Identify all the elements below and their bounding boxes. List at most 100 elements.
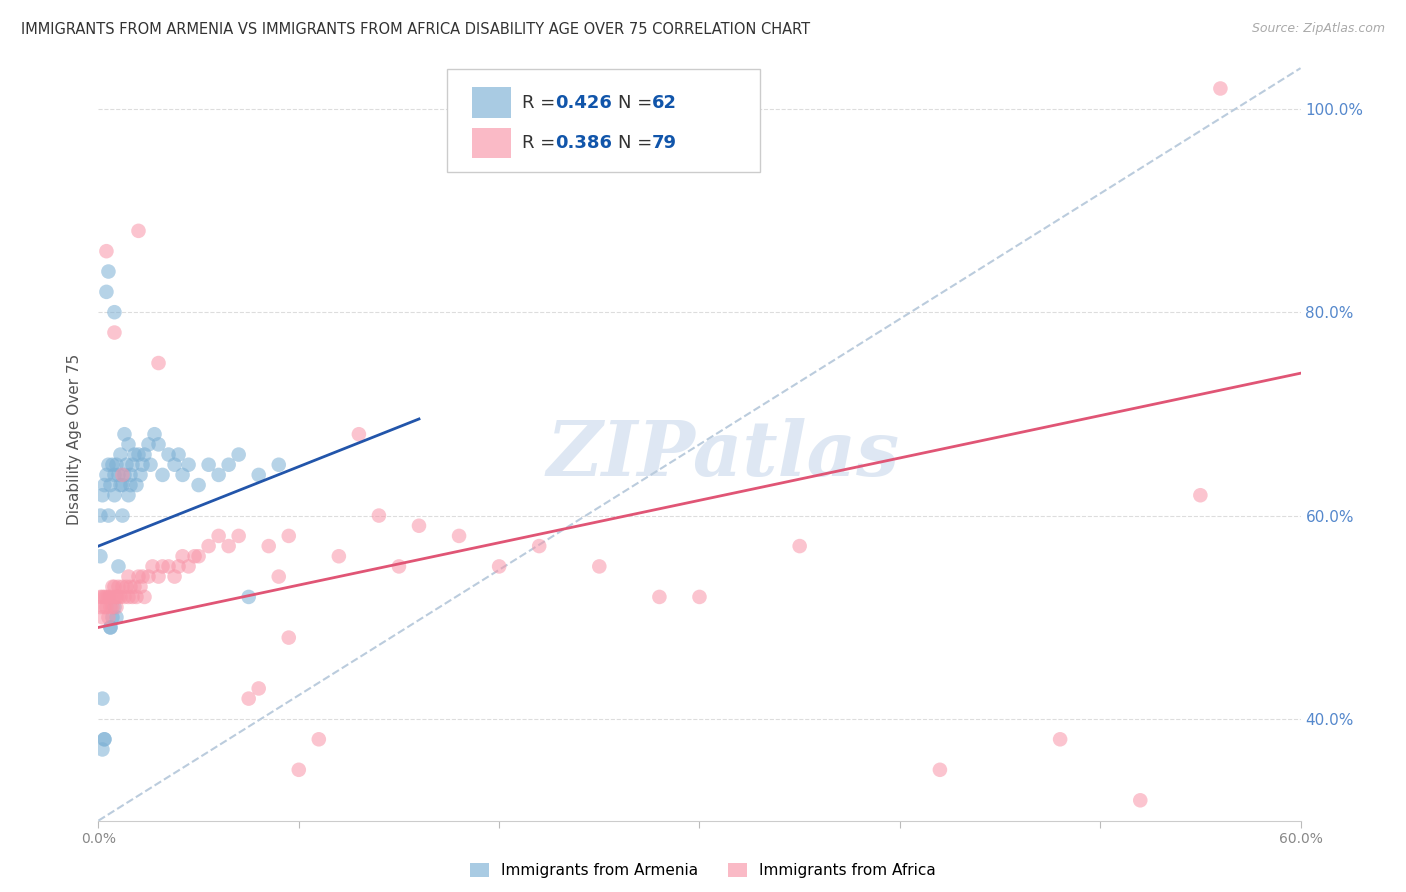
Point — [408, 518, 430, 533]
Point — [529, 539, 551, 553]
Point — [1189, 488, 1212, 502]
Point — [110, 448, 132, 462]
Point — [129, 580, 152, 594]
Point — [648, 590, 671, 604]
Point — [789, 539, 811, 553]
Point — [267, 569, 290, 583]
Point — [107, 580, 129, 594]
Point — [139, 458, 162, 472]
Point — [117, 437, 139, 451]
Point — [115, 458, 138, 472]
Point — [110, 478, 132, 492]
Point — [117, 488, 139, 502]
Point — [388, 559, 411, 574]
Point — [588, 559, 610, 574]
Point — [103, 305, 125, 319]
Point — [115, 580, 138, 594]
Point — [134, 590, 156, 604]
Point — [96, 244, 118, 259]
Point — [91, 610, 114, 624]
Legend: Immigrants from Armenia, Immigrants from Africa: Immigrants from Armenia, Immigrants from… — [464, 857, 942, 884]
Point — [1049, 732, 1071, 747]
Point — [187, 478, 209, 492]
Point — [228, 448, 250, 462]
Point — [141, 559, 163, 574]
Point — [208, 467, 231, 482]
Point — [447, 529, 470, 543]
Point — [101, 580, 124, 594]
Point — [93, 478, 115, 492]
Point — [328, 549, 350, 564]
Point — [1129, 793, 1152, 807]
Point — [197, 539, 219, 553]
Point — [96, 600, 118, 615]
Point — [110, 590, 132, 604]
Point — [238, 691, 260, 706]
Point — [488, 559, 510, 574]
FancyBboxPatch shape — [447, 70, 759, 172]
Point — [114, 427, 136, 442]
Point — [128, 224, 150, 238]
Point — [96, 467, 118, 482]
Text: 0.386: 0.386 — [555, 134, 612, 152]
Point — [157, 448, 180, 462]
Point — [91, 590, 114, 604]
Text: IMMIGRANTS FROM ARMENIA VS IMMIGRANTS FROM AFRICA DISABILITY AGE OVER 75 CORRELA: IMMIGRANTS FROM ARMENIA VS IMMIGRANTS FR… — [21, 22, 810, 37]
Point — [107, 590, 129, 604]
Point — [93, 600, 115, 615]
Point — [138, 569, 160, 583]
Point — [267, 458, 290, 472]
Point — [96, 590, 118, 604]
Point — [100, 600, 122, 615]
Point — [91, 691, 114, 706]
Point — [128, 569, 150, 583]
Point — [277, 631, 299, 645]
Text: 62: 62 — [651, 94, 676, 112]
Point — [929, 763, 952, 777]
Point — [117, 569, 139, 583]
Point — [152, 467, 174, 482]
Point — [124, 580, 146, 594]
Point — [172, 549, 194, 564]
Point — [121, 590, 143, 604]
Text: Source: ZipAtlas.com: Source: ZipAtlas.com — [1251, 22, 1385, 36]
Point — [125, 590, 148, 604]
Point — [177, 458, 200, 472]
Point — [134, 448, 156, 462]
Point — [100, 620, 122, 634]
Point — [167, 559, 190, 574]
Point — [208, 529, 231, 543]
Point — [688, 590, 710, 604]
Point — [89, 549, 111, 564]
Point — [93, 590, 115, 604]
Point — [100, 590, 122, 604]
Point — [125, 478, 148, 492]
Point — [368, 508, 391, 523]
Point — [1209, 81, 1232, 95]
Point — [128, 448, 150, 462]
Point — [347, 427, 370, 442]
Point — [97, 508, 120, 523]
Point — [247, 467, 270, 482]
Y-axis label: Disability Age Over 75: Disability Age Over 75 — [67, 354, 83, 524]
Point — [247, 681, 270, 696]
Point — [148, 437, 170, 451]
Point — [93, 732, 115, 747]
Point — [143, 427, 166, 442]
Point — [96, 285, 118, 299]
Text: R =: R = — [522, 134, 561, 152]
Point — [111, 580, 134, 594]
Text: ZIPatlas: ZIPatlas — [547, 417, 900, 491]
Point — [172, 467, 194, 482]
Point — [114, 590, 136, 604]
Point — [238, 590, 260, 604]
Point — [89, 600, 111, 615]
Point — [105, 600, 128, 615]
Point — [100, 620, 122, 634]
Point — [91, 488, 114, 502]
Text: 0.426: 0.426 — [555, 94, 612, 112]
Point — [288, 763, 311, 777]
Point — [257, 539, 280, 553]
Point — [101, 600, 124, 615]
Point — [177, 559, 200, 574]
